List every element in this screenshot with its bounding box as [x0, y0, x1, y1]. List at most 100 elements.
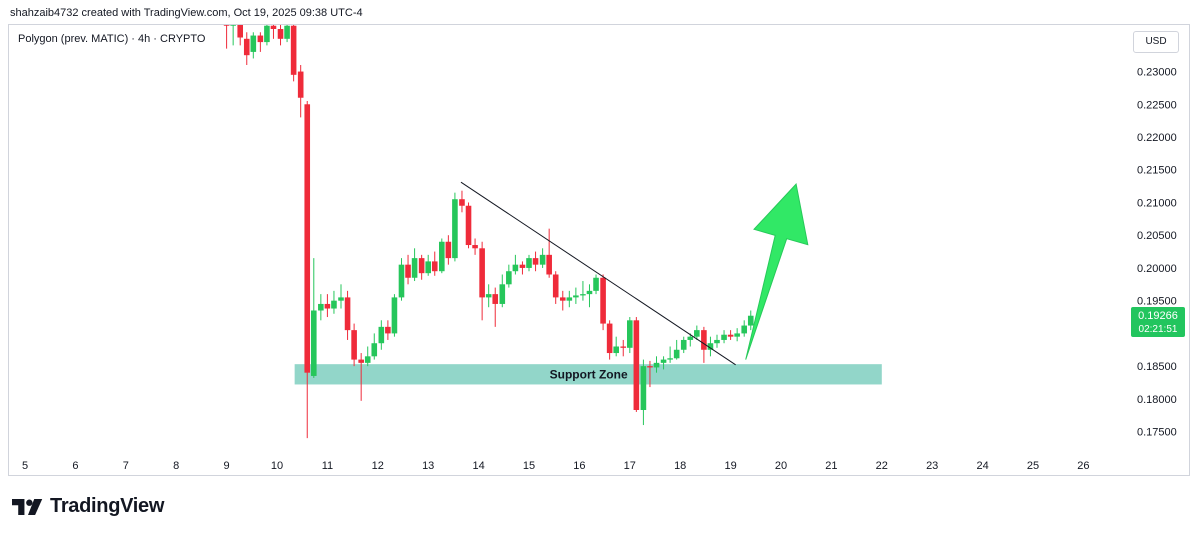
- candle-body: [425, 261, 431, 274]
- price-tick-label: 0.22000: [1137, 132, 1177, 144]
- bullish-arrow[interactable]: [745, 183, 809, 360]
- candle-body: [479, 248, 485, 298]
- time-tick-label: 25: [1027, 460, 1039, 472]
- candle-body: [378, 326, 385, 344]
- candle-body: [707, 343, 714, 350]
- candle-body: [310, 310, 317, 376]
- candle-body: [694, 330, 700, 337]
- candle-body: [680, 339, 687, 350]
- candle-body: [277, 29, 284, 39]
- candle-body: [358, 359, 364, 363]
- candle-body: [391, 297, 398, 334]
- candle-body: [418, 258, 425, 274]
- candle-body: [532, 258, 539, 265]
- time-tick-label: 11: [322, 460, 333, 472]
- candle-body: [318, 303, 324, 311]
- candle-body: [539, 254, 546, 265]
- candle-body: [223, 25, 230, 26]
- candle-body: [264, 25, 270, 43]
- candle-body: [519, 264, 526, 268]
- time-tick-label: 24: [976, 460, 988, 472]
- candle-body: [559, 297, 566, 301]
- candles-layer: [223, 25, 754, 439]
- candle-body: [499, 284, 506, 304]
- candle-body: [580, 294, 586, 296]
- candle-body: [459, 199, 465, 206]
- price-axis[interactable]: 0.23000 0.22500 0.22000 0.21500 0.21000 0.205…: [1137, 67, 1177, 439]
- candle-body: [304, 104, 311, 373]
- tradingview-logo-icon: [12, 498, 43, 515]
- candle-body: [627, 320, 633, 348]
- candle-body: [445, 241, 452, 259]
- candle-body: [237, 25, 244, 38]
- price-tick-label: 0.21500: [1137, 165, 1177, 177]
- time-tick-label: 26: [1077, 460, 1089, 472]
- candle-body: [714, 339, 720, 344]
- candle-body: [250, 35, 257, 52]
- candle-body: [405, 264, 411, 278]
- candle-body: [721, 334, 727, 340]
- price-tick-label: 0.18500: [1137, 361, 1177, 373]
- brand-name: TradingView: [50, 495, 165, 517]
- candle-body: [653, 362, 660, 368]
- time-tick-label: 22: [876, 460, 888, 472]
- candle-body: [593, 277, 599, 291]
- time-tick-label: 7: [123, 460, 129, 472]
- candle-body: [586, 290, 593, 295]
- time-tick-label: 13: [422, 460, 434, 472]
- candle-body: [600, 277, 606, 324]
- candle-body: [284, 25, 290, 39]
- time-tick-label: 19: [724, 460, 736, 472]
- time-axis[interactable]: 5 6 7 8 9 10 11 12 13 14 15 16 17 18 19 20 21 22 23 24 25 26: [22, 460, 1090, 472]
- candle-body: [270, 25, 277, 29]
- candle-body: [431, 261, 438, 272]
- price-tick-label: 0.21000: [1137, 197, 1177, 209]
- support-zone-layer: Support Zone: [294, 364, 882, 385]
- chart-attribution: shahzaib4732 created with TradingView.co…: [10, 7, 363, 19]
- candle-body: [673, 349, 680, 359]
- trendline[interactable]: [460, 181, 736, 366]
- candle-body: [512, 264, 519, 272]
- tradingview-logo[interactable]: TradingView: [12, 495, 164, 518]
- candle-body: [338, 297, 344, 301]
- candle-body: [439, 241, 445, 272]
- candle-body: [566, 297, 573, 301]
- time-tick-label: 18: [674, 460, 686, 472]
- candle-body: [552, 274, 559, 298]
- time-tick-label: 8: [173, 460, 179, 472]
- candle-body: [647, 366, 653, 368]
- candle-body: [633, 320, 640, 410]
- candle-body: [364, 356, 371, 363]
- support-zone-rect: [294, 364, 882, 385]
- candle-body: [243, 38, 250, 56]
- time-tick-label: 10: [271, 460, 283, 472]
- candle-body: [385, 326, 391, 334]
- candle-body: [613, 346, 619, 354]
- price-tick-label: 0.20500: [1137, 230, 1177, 242]
- candle-body: [465, 205, 472, 246]
- time-tick-label: 5: [22, 460, 28, 472]
- price-tick-label: 0.20000: [1137, 263, 1177, 275]
- candle-body: [526, 258, 532, 268]
- candle-body: [573, 295, 579, 298]
- candle-body: [398, 264, 405, 298]
- time-tick-label: 9: [224, 460, 230, 472]
- bar-countdown: 02:21:51: [1139, 324, 1178, 335]
- candle-body: [230, 25, 236, 26]
- last-price-value: 0.19266: [1138, 310, 1178, 322]
- time-tick-label: 16: [573, 460, 585, 472]
- candle-body: [727, 334, 734, 337]
- currency-selector-button[interactable]: USD: [1133, 31, 1179, 53]
- candle-body: [667, 358, 673, 360]
- candle-body: [344, 297, 351, 331]
- time-tick-label: 12: [372, 460, 384, 472]
- candle-body: [606, 323, 613, 354]
- candle-body: [472, 245, 478, 249]
- price-tick-label: 0.17500: [1137, 427, 1177, 439]
- time-tick-label: 17: [624, 460, 636, 472]
- price-tick-label: 0.23000: [1137, 67, 1177, 79]
- candle-body: [411, 258, 418, 278]
- candle-body: [297, 71, 304, 98]
- candle-body: [640, 366, 647, 410]
